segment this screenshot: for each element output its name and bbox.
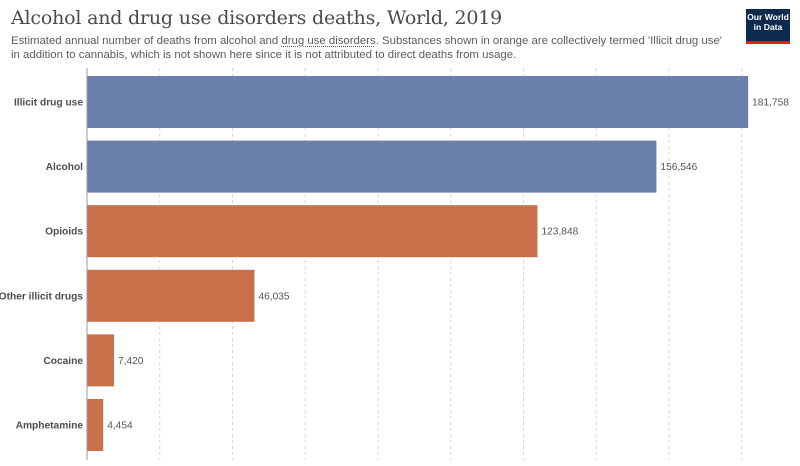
category-label: Opioids bbox=[45, 227, 83, 238]
value-label: 181,758 bbox=[752, 98, 789, 109]
drug-use-disorders-link[interactable]: drug use disorders bbox=[281, 35, 376, 47]
value-label: 46,035 bbox=[258, 291, 289, 302]
value-label: 4,454 bbox=[107, 421, 133, 432]
bar[interactable] bbox=[87, 205, 538, 258]
subtitle-text-2: . Substances shown in orange are collect… bbox=[11, 35, 722, 61]
labels: Illicit drug use 181,758 Alcohol 156,546 Opi… bbox=[0, 98, 789, 432]
bar[interactable] bbox=[87, 140, 657, 193]
category-label: Amphetamine bbox=[16, 421, 84, 432]
bar[interactable] bbox=[87, 76, 749, 128]
gridlines bbox=[86, 68, 743, 460]
value-label: 156,546 bbox=[660, 162, 697, 173]
category-label: Other illicit drugs bbox=[0, 291, 83, 302]
value-label: 123,848 bbox=[541, 227, 578, 238]
chart-subtitle: Estimated annual number of deaths from a… bbox=[11, 35, 726, 62]
category-label: Cocaine bbox=[43, 356, 83, 367]
logo-line-2: in Data bbox=[753, 22, 783, 32]
logo-line-1: Our World bbox=[747, 12, 789, 22]
category-label: Illicit drug use bbox=[14, 98, 83, 109]
chart-title: Alcohol and drug use disorders deaths, W… bbox=[11, 7, 503, 29]
bar[interactable] bbox=[87, 334, 114, 387]
subtitle-text-1: Estimated annual number of deaths from a… bbox=[11, 35, 282, 47]
category-label: Alcohol bbox=[46, 162, 84, 173]
owid-logo[interactable]: Our World in Data bbox=[746, 9, 790, 44]
bar[interactable] bbox=[87, 399, 104, 451]
bar[interactable] bbox=[87, 269, 255, 322]
bars bbox=[87, 76, 749, 451]
value-label: 7,420 bbox=[118, 356, 144, 367]
